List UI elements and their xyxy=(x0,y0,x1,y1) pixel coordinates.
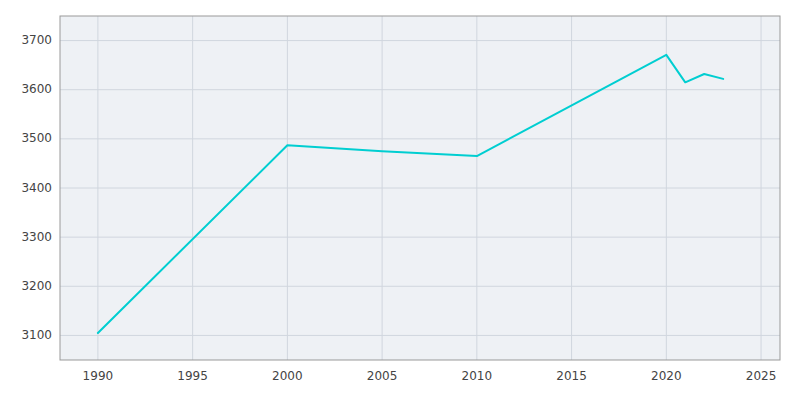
data-layer xyxy=(98,55,723,333)
x-tick-label: 2015 xyxy=(556,369,587,383)
grid-line-y xyxy=(60,89,780,90)
x-tick-label: 2010 xyxy=(462,369,493,383)
grid-line-x xyxy=(761,16,762,360)
y-tick-label: 3100 xyxy=(21,328,52,342)
grid-line-x xyxy=(382,16,383,360)
y-tick-label: 3500 xyxy=(21,131,52,145)
chart-svg: 3100 3200 3300 3400 3500 3600 3700 1990 1995 2000… xyxy=(0,0,800,400)
plot-background xyxy=(60,16,780,360)
chart-container: 3100 3200 3300 3400 3500 3600 3700 1990 1995 2000… xyxy=(0,0,800,400)
grid-line-x xyxy=(97,16,98,360)
y-tick-label: 3700 xyxy=(21,33,52,47)
grid-line-y xyxy=(60,237,780,238)
x-tick-label: 2025 xyxy=(746,369,777,383)
grid-line-y xyxy=(60,138,780,139)
x-tick-label: 2000 xyxy=(272,369,303,383)
grid-line-x xyxy=(192,16,193,360)
tick-labels: 3100 3200 3300 3400 3500 3600 3700 1990 1995 2000… xyxy=(21,33,776,383)
x-tick-label: 1995 xyxy=(177,369,208,383)
y-tick-label: 3400 xyxy=(21,181,52,195)
y-tick-label: 3300 xyxy=(21,230,52,244)
grid-line-x xyxy=(666,16,667,360)
y-tick-label: 3200 xyxy=(21,279,52,293)
grid-line-y xyxy=(60,188,780,189)
x-tick-label: 2005 xyxy=(367,369,398,383)
grid-line-y xyxy=(60,286,780,287)
grid-line-y xyxy=(60,335,780,336)
plot-frame xyxy=(60,16,780,360)
y-tick-label: 3600 xyxy=(21,82,52,96)
grid-line-x xyxy=(287,16,288,360)
x-tick-label: 1990 xyxy=(83,369,114,383)
grid-line-y xyxy=(60,40,780,41)
grid-line-x xyxy=(571,16,572,360)
x-tick-label: 2020 xyxy=(651,369,682,383)
grid-line-x xyxy=(476,16,477,360)
data-line xyxy=(98,55,723,333)
grid xyxy=(60,16,780,360)
